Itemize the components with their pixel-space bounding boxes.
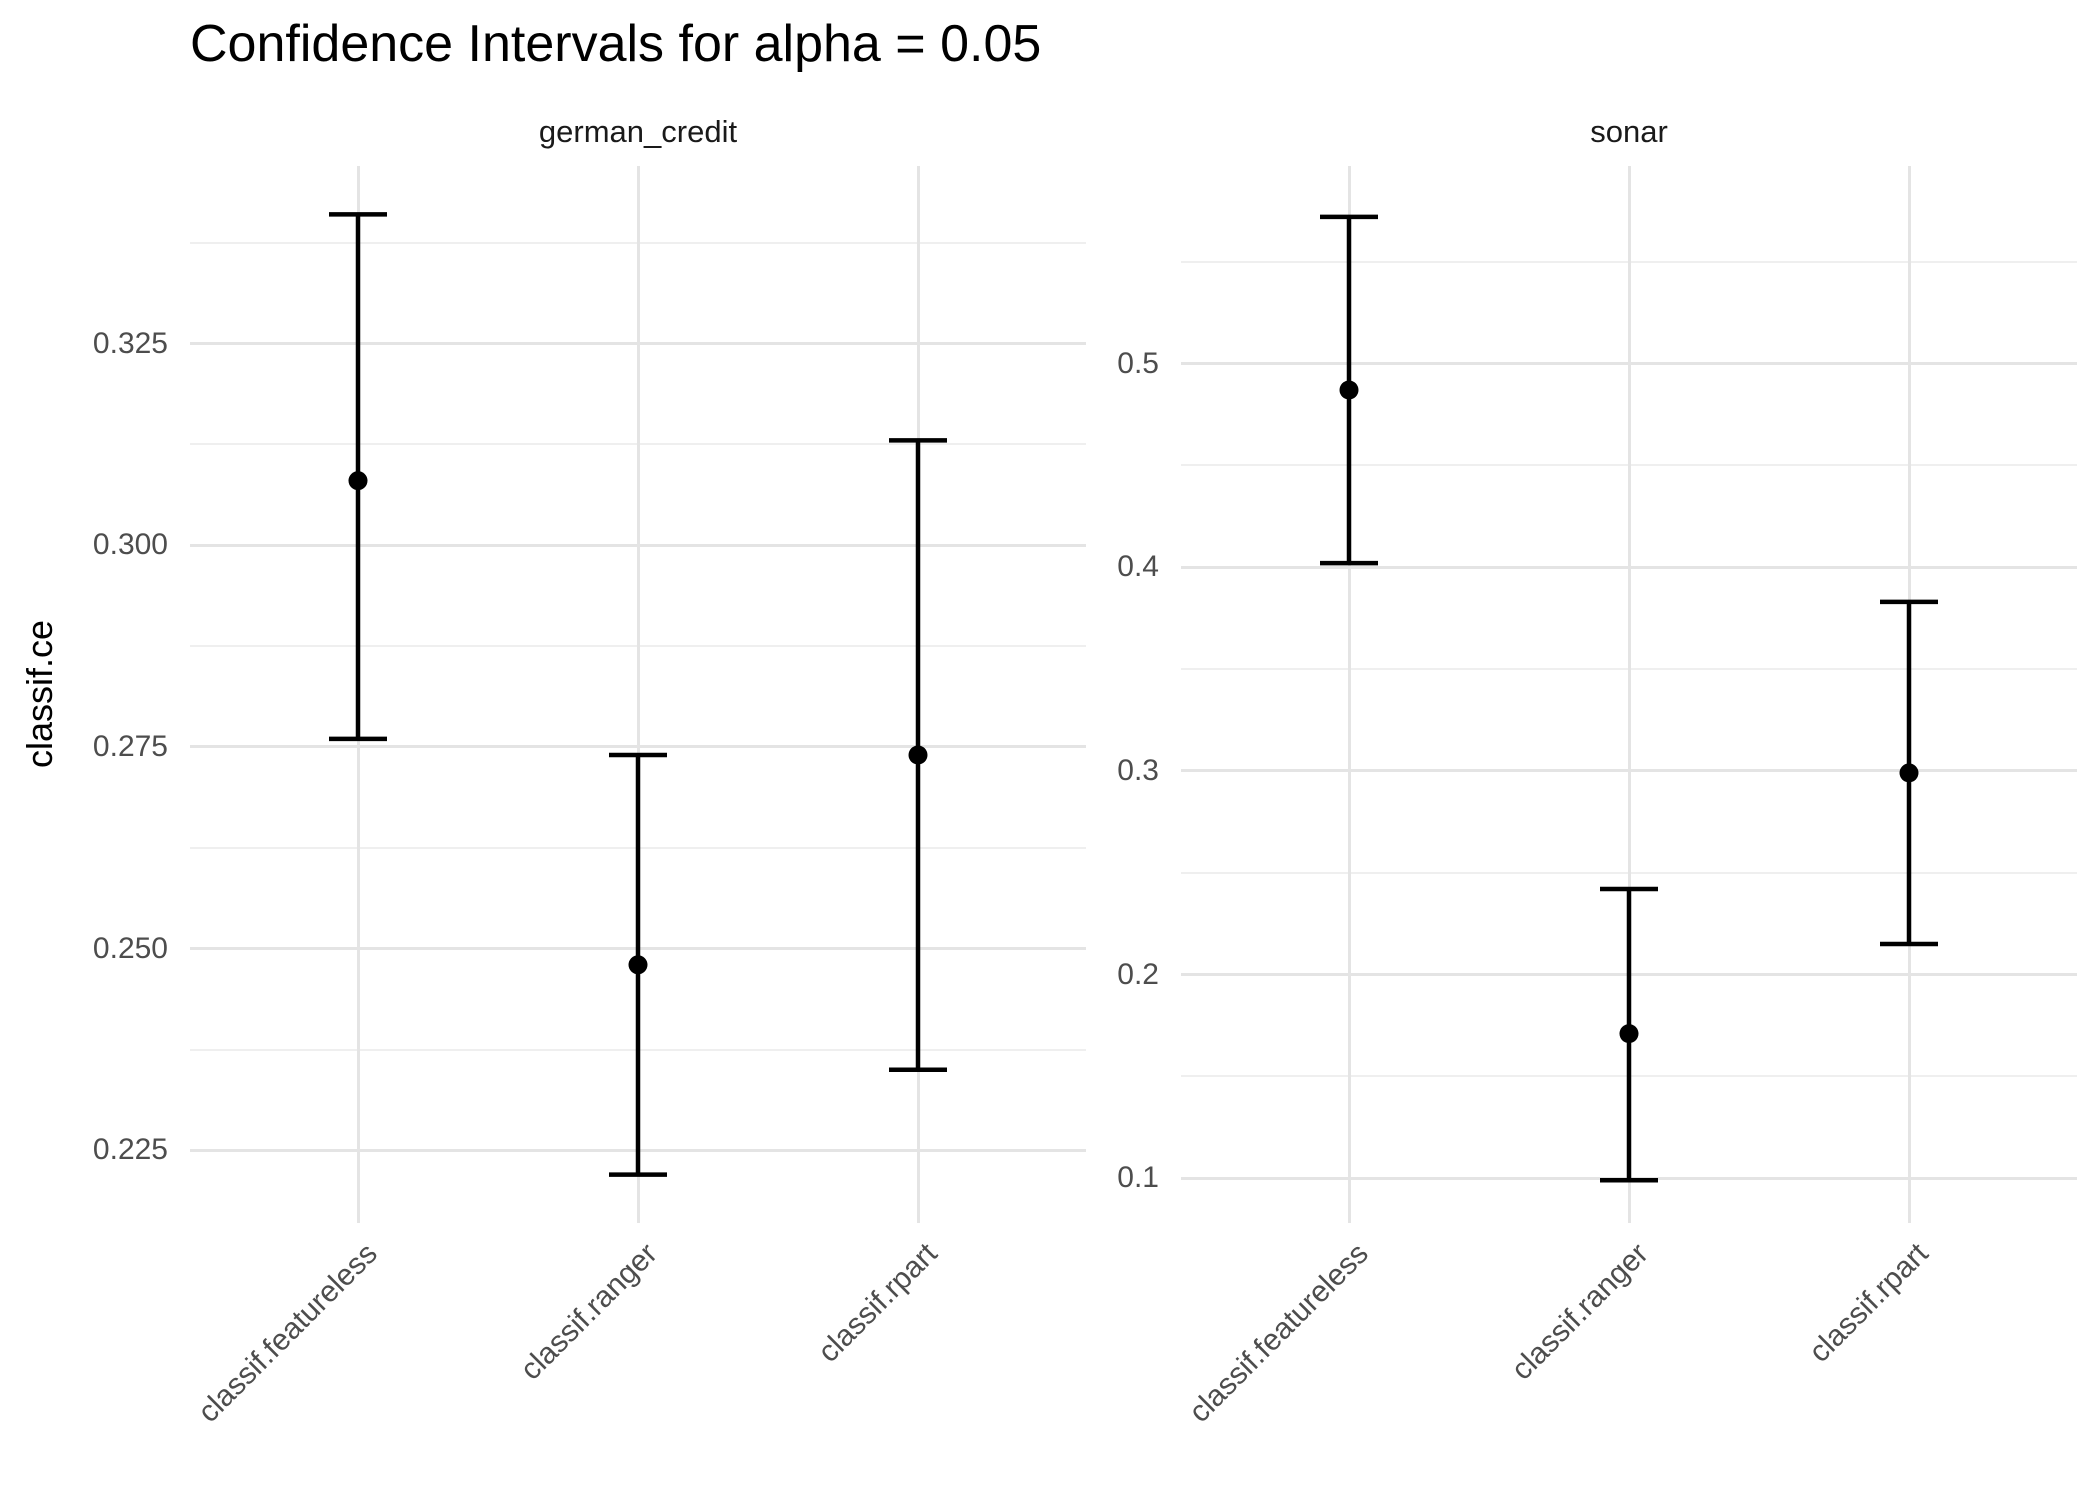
- y-tick-label: 0.1: [1117, 1161, 1159, 1195]
- gridline-vertical: [1347, 166, 1351, 1223]
- point-estimate: [1899, 763, 1919, 783]
- point-estimate: [348, 471, 368, 491]
- chart-title: Confidence Intervals for alpha = 0.05: [190, 15, 1042, 73]
- y-tick-label: 0.275: [92, 729, 168, 763]
- y-axis-title: classif.ce: [19, 619, 60, 769]
- errorbar-layer: [329, 212, 947, 1177]
- y-tick-label: 0.4: [1117, 550, 1159, 584]
- x-tick-label: classif.featureless: [191, 1237, 384, 1429]
- point-estimate: [1339, 380, 1359, 400]
- point-estimate: [628, 955, 648, 975]
- y-tick-label: 0.3: [1117, 753, 1159, 787]
- gridline-vertical: [636, 166, 640, 1223]
- x-tick-label: classif.ranger: [1504, 1237, 1655, 1387]
- gridline-vertical: [1627, 166, 1631, 1223]
- errorbar-layer: [1320, 214, 1938, 1183]
- x-tick-label: classif.rpart: [811, 1237, 944, 1369]
- point-estimate: [908, 745, 928, 765]
- y-tick-label: 0.300: [92, 528, 168, 562]
- y-tick-label: 0.325: [92, 326, 168, 360]
- y-tick-label: 0.225: [92, 1133, 168, 1167]
- x-tick-label: classif.rpart: [1802, 1237, 1935, 1369]
- facet-strip-sonar: sonar: [1590, 114, 1668, 149]
- facet-panel-german-credit: [190, 166, 1086, 1223]
- point-estimate: [1619, 1024, 1639, 1044]
- y-tick-label: 0.5: [1117, 346, 1159, 380]
- x-tick-label: classif.ranger: [513, 1237, 664, 1387]
- facet-strip-german-credit: german_credit: [538, 114, 738, 149]
- y-tick-label: 0.250: [92, 931, 168, 965]
- facet-panel-sonar: [1181, 166, 2077, 1223]
- y-tick-label: 0.2: [1117, 957, 1159, 991]
- x-tick-label: classif.featureless: [1182, 1237, 1375, 1429]
